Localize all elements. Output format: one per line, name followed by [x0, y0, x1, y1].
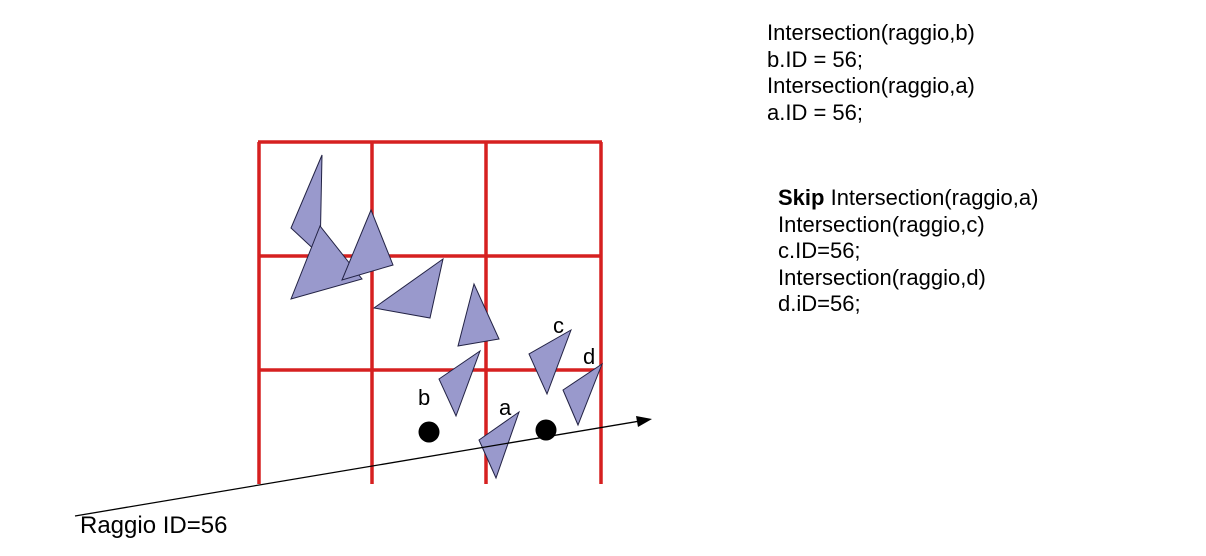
- triangle: [457, 282, 500, 347]
- triangle-c: [528, 328, 572, 396]
- scene-triangles: [290, 154, 604, 480]
- ray-arrowhead: [636, 416, 652, 427]
- code-block-second: Skip Intersection(raggio,a) Intersection…: [778, 185, 1038, 318]
- triangle: [290, 225, 363, 300]
- code-block-first: Intersection(raggio,b) b.ID = 56; Inters…: [767, 20, 975, 126]
- code-line-skip: Skip Intersection(raggio,a): [778, 185, 1038, 212]
- code-line: Intersection(raggio,d): [778, 264, 986, 290]
- intersection-point-a: [535, 419, 557, 441]
- skip-keyword: Skip: [778, 185, 825, 210]
- triangle-d: [562, 362, 604, 427]
- code-line: Intersection(raggio,a): [767, 73, 975, 98]
- triangle: [372, 257, 444, 319]
- code-line: Intersection(raggio,b): [767, 20, 975, 45]
- ray-line: [74, 420, 641, 517]
- label-b: b: [418, 385, 430, 410]
- triangle: [290, 154, 323, 257]
- code-line: a.ID = 56;: [767, 99, 864, 125]
- intersection-points: [418, 419, 557, 443]
- code-line: b.ID = 56;: [767, 46, 864, 72]
- code-line: Intersection(raggio,c): [778, 211, 985, 237]
- ray-caption: Raggio ID=56: [80, 512, 228, 539]
- code-line: d.iD=56;: [778, 291, 861, 316]
- intersection-point-b: [418, 421, 440, 443]
- label-a: a: [499, 395, 512, 420]
- ray: [74, 416, 652, 517]
- label-c: c: [553, 313, 564, 338]
- triangle: [341, 208, 394, 281]
- triangle-b: [438, 349, 482, 418]
- label-d: d: [583, 344, 595, 369]
- skip-line-rest: Intersection(raggio,a): [824, 185, 1039, 210]
- code-line: c.ID=56;: [778, 238, 861, 263]
